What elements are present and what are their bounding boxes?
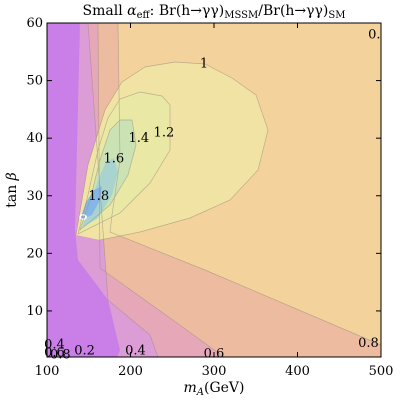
contour-level-label: 0.2	[74, 344, 95, 359]
contour-level-label: 0.8	[50, 348, 71, 363]
contour-line-0.4	[87, 22, 159, 358]
contour-level-label: 0.4	[44, 337, 65, 352]
contour-level-label: 1.8	[88, 189, 109, 204]
contour-line-0.8	[109, 22, 382, 346]
contour-level-label: 1.2	[154, 125, 175, 140]
contour-level-label: 1.4	[129, 131, 150, 146]
chart-title: Small αeff: Br(h→γγ)MSSM/Br(h→γγ)SM	[83, 3, 346, 21]
axis-ticks: 100 200 300 400 500 10 20 30 40 50 60	[26, 16, 393, 379]
contour-line-0.6	[97, 22, 225, 358]
y-tick-label: 10	[26, 304, 43, 319]
region-0.6-0.8	[70, 23, 381, 357]
y-tick-label: 30	[26, 189, 43, 204]
contour-level-label: 1	[200, 56, 208, 71]
contour-level-label: 0.8	[358, 336, 379, 351]
y-tick-label: 20	[26, 246, 43, 261]
plot-area: 0.11.21.41.61.80.80.60.40.20.40.60.8	[44, 22, 382, 363]
x-tick-label: 100	[35, 364, 60, 379]
contour-line-1.0	[75, 61, 269, 241]
region-gt-1.8	[80, 186, 102, 220]
region-0.2-0.4	[70, 23, 158, 357]
x-tick-label: 400	[285, 364, 310, 379]
x-tick-label: 500	[369, 364, 394, 379]
x-tick-label: 300	[202, 364, 227, 379]
x-axis-label: mA(GeV)	[183, 380, 244, 398]
contour-lines	[75, 22, 382, 358]
y-axis-label: tan β	[4, 172, 20, 208]
region-lt-0.2	[47, 23, 120, 357]
contour-level-label: 0.	[368, 28, 380, 43]
x-tick-label: 200	[118, 364, 143, 379]
y-tick-label: 40	[26, 131, 43, 146]
y-tick-label: 50	[26, 74, 43, 89]
contour-line-1.2	[77, 91, 171, 235]
contour-level-label: 1.6	[103, 151, 124, 166]
contour-level-label: 0.4	[125, 344, 146, 359]
y-tick-label: 60	[26, 16, 43, 31]
contour-line-1.4	[79, 119, 137, 232]
